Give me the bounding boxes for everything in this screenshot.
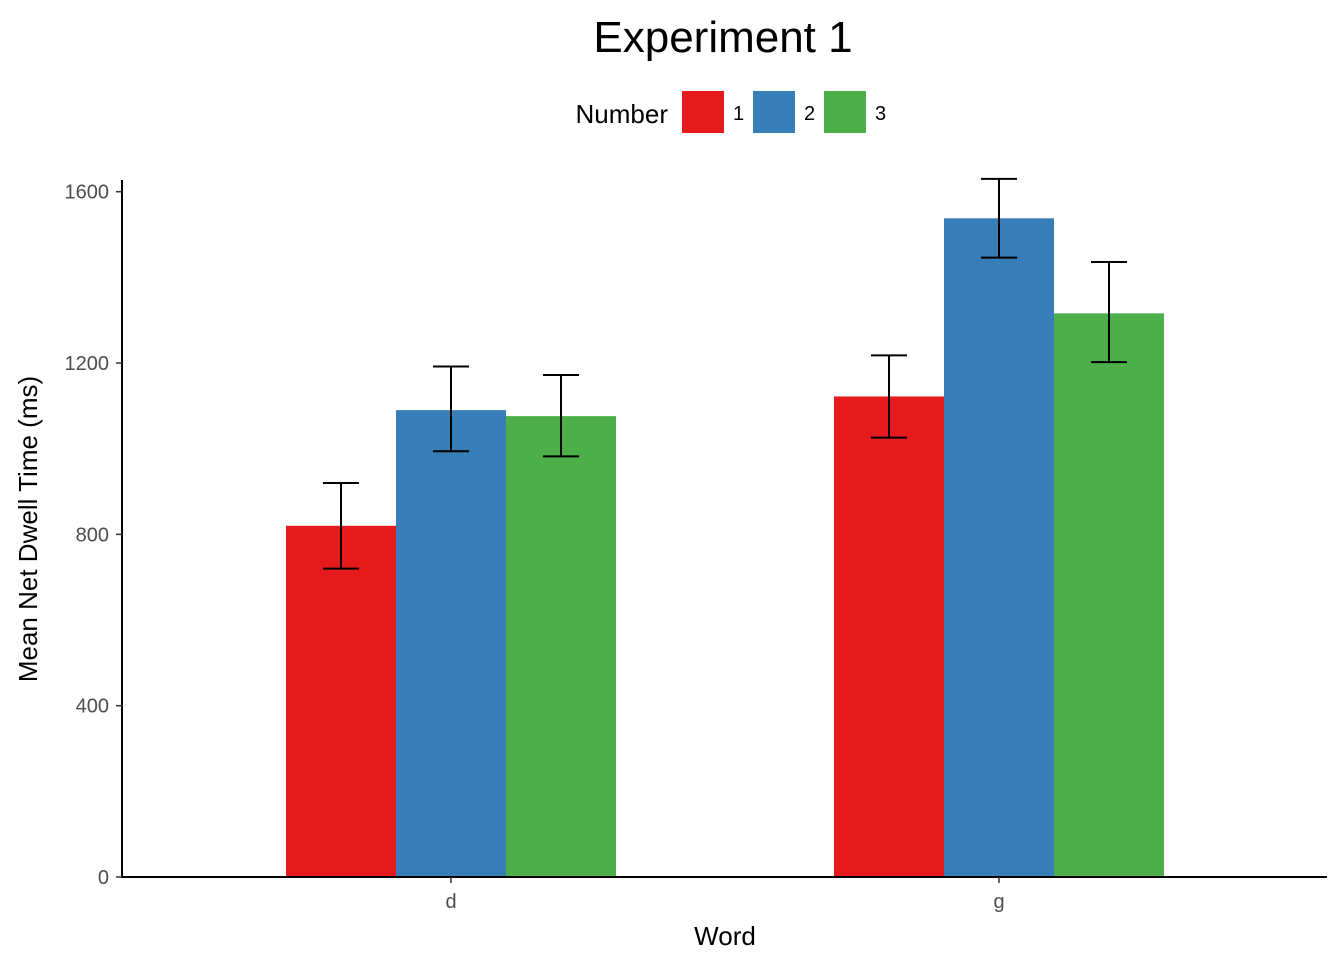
x-tick-label: d xyxy=(445,891,456,913)
legend-label-1: 1 xyxy=(733,103,744,125)
bar-g-number-3 xyxy=(1054,313,1164,878)
chart-title: Experiment 1 xyxy=(593,13,852,62)
y-tick-label: 1200 xyxy=(65,353,110,375)
error-bar-g-number-3 xyxy=(1091,260,1127,364)
legend-title: Number xyxy=(576,99,669,129)
legend-key-2 xyxy=(753,91,795,133)
y-tick-label: 400 xyxy=(76,696,109,718)
bar-d-number-3 xyxy=(506,416,616,877)
bar-d-number-2 xyxy=(396,410,506,877)
error-bar-g-number-2 xyxy=(981,177,1017,259)
y-axis-title: Mean Net Dwell Time (ms) xyxy=(13,376,43,682)
legend: Number 1 2 3 xyxy=(576,91,886,133)
legend-label-3: 3 xyxy=(875,103,886,125)
y-tick-label: 0 xyxy=(98,867,109,889)
x-tick-label: g xyxy=(993,891,1004,913)
y-tick-label: 1600 xyxy=(65,182,110,204)
legend-key-1 xyxy=(682,91,724,133)
x-axis-title: Word xyxy=(694,921,756,951)
plot-area xyxy=(286,177,1164,878)
error-bar-g-number-1 xyxy=(871,354,907,439)
legend-key-3 xyxy=(824,91,866,133)
error-bar-d-number-2 xyxy=(433,365,469,453)
bar-g-number-1 xyxy=(834,396,944,877)
bar-d-number-1 xyxy=(286,525,396,877)
legend-label-2: 2 xyxy=(804,103,815,125)
error-bar-d-number-1 xyxy=(323,481,359,570)
y-axis-ticks: 0 400 800 1200 1600 xyxy=(65,182,122,889)
error-bar-d-number-3 xyxy=(543,374,579,458)
bar-g-number-2 xyxy=(944,218,1054,877)
y-tick-label: 800 xyxy=(76,524,109,546)
